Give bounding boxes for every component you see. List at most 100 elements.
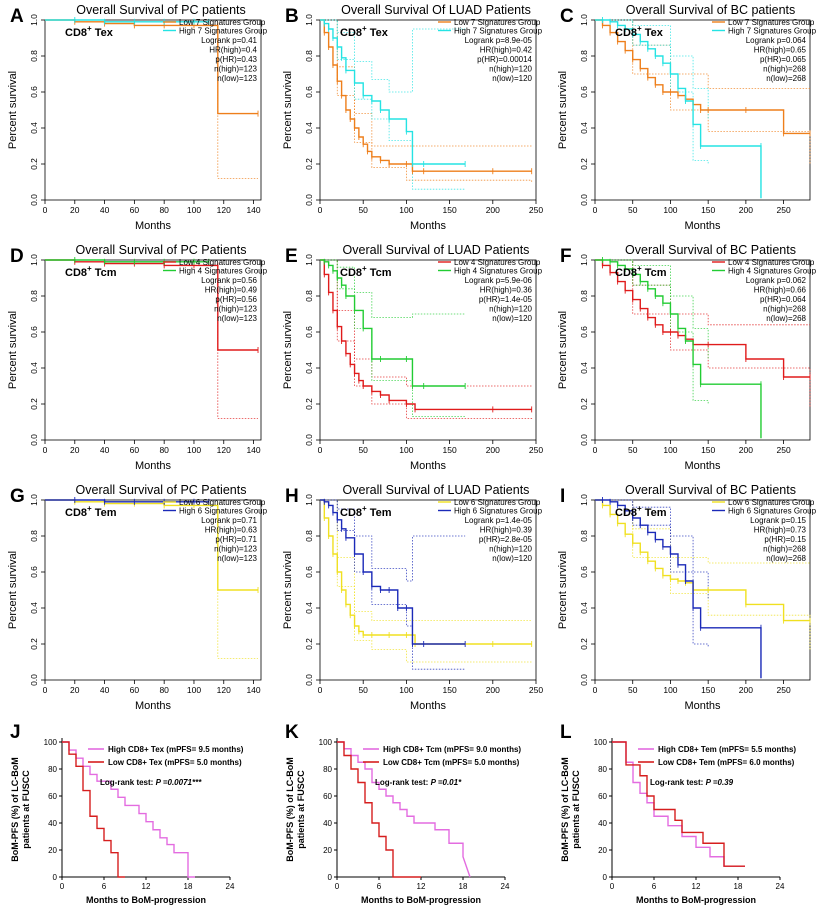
y-tick-label: 40: [48, 819, 57, 828]
stat-line: n(high)=120: [489, 545, 532, 554]
y-axis-label: Percent survival: [557, 311, 569, 389]
stat-line: HR(high)=0.36: [480, 286, 533, 295]
legend-entry: High 4 Signatures Group: [454, 267, 543, 276]
x-tick-label: 20: [70, 445, 80, 455]
x-tick-label: 0: [335, 882, 340, 891]
cell-suffix: Tex: [645, 27, 664, 39]
x-axis-label: Months: [684, 220, 721, 232]
panel-letter: A: [10, 6, 24, 27]
legend-entry: Low 7 Signatures Group: [728, 18, 815, 27]
x-tick-label: 250: [529, 445, 543, 455]
y-tick-label: 0.2: [579, 638, 589, 650]
chart-title: Overall Survival of PC Patients: [76, 243, 247, 257]
y-tick-label: 0.8: [304, 290, 314, 302]
x-tick-label: 0: [43, 205, 48, 215]
cell-label: CD8: [65, 507, 87, 519]
x-axis-label: Months: [684, 460, 721, 472]
x-tick-label: 150: [443, 685, 457, 695]
y-axis-label: Percent survival: [7, 311, 19, 389]
x-axis-label: Months: [135, 220, 172, 232]
stat-line: n(low)=268: [766, 554, 806, 563]
stat-line: n(low)=120: [492, 554, 532, 563]
stat-line: n(high)=123: [214, 545, 257, 554]
x-axis-label: Months: [135, 460, 172, 472]
stat-line: n(low)=123: [217, 314, 257, 323]
stat-line: p(HR)=0.71: [215, 535, 257, 544]
plot-frame: [594, 259, 811, 441]
confidence-band: [595, 259, 709, 404]
panel-b: Overall Survival Of LUAD Patients 0 50 100 1…: [275, 0, 550, 235]
legend-entry: High 4 Signatures Group: [179, 267, 268, 276]
y-tick-label: 0.2: [579, 158, 589, 170]
x-tick-label: 200: [739, 685, 753, 695]
y-tick-label: 0.4: [29, 122, 39, 134]
legend-entry: High 7 Signatures Group: [728, 27, 817, 36]
y-tick-label: 0.4: [304, 602, 314, 614]
panel-a: Overall Survival of PC patients 0 20 40 60 80…: [0, 0, 275, 235]
x-tick-label: 0: [60, 882, 65, 891]
chart-svg: Overall Survival of PC patients 0 20 40 60 80…: [7, 3, 268, 232]
y-axis-label-line1: BoM-PFS (%) of LC-BoM: [285, 757, 295, 861]
plot-frame: [594, 499, 811, 681]
survival-curve-high: [45, 19, 209, 23]
y-tick-label: 100: [319, 738, 333, 747]
survival-curve-high: [595, 499, 762, 679]
panel-letter: G: [10, 486, 25, 507]
y-tick-label: 0.0: [304, 434, 314, 446]
chart-title: Overall Survival of PC patients: [76, 3, 246, 17]
legend-entry: High 4 Signatures Group: [728, 267, 817, 276]
x-tick-label: 0: [318, 205, 323, 215]
stat-line: p(HR)=0.00014: [477, 55, 532, 64]
logrank-label: Log-rank test:: [100, 778, 156, 787]
y-tick-label: 100: [594, 738, 608, 747]
y-tick-label: 60: [323, 792, 332, 801]
logrank-p: P =0.01*: [431, 778, 463, 787]
x-tick-label: 0: [593, 685, 598, 695]
panel-h: Overall Survival of LUAD Patients 0 50 100 1…: [275, 480, 550, 715]
plot-frame: [319, 259, 537, 441]
chart-svg: Overall Survival of LUAD Patients 0 50 100 1…: [282, 483, 543, 712]
y-axis-label-line2: patients at FUSCC: [21, 770, 31, 849]
legend-entry: High 6 Signatures Group: [179, 507, 268, 516]
x-tick-label: 100: [187, 445, 201, 455]
y-tick-label: 80: [323, 765, 332, 774]
x-tick-label: 200: [486, 445, 500, 455]
stat-line: n(high)=268: [763, 545, 806, 554]
survival-curve-high: [45, 499, 209, 503]
x-tick-label: 50: [628, 205, 638, 215]
panel-letter: H: [285, 486, 299, 507]
x-tick-label: 250: [529, 205, 543, 215]
y-tick-label: 80: [48, 765, 57, 774]
stat-line: Logrank p=0.15: [750, 516, 806, 525]
plot-frame: [44, 19, 262, 201]
stat-line: HR(high)=0.66: [754, 286, 807, 295]
cell-sup: +: [87, 24, 92, 33]
cell-label: CD8: [615, 507, 637, 519]
cell-type-label: CD8+ Tex: [340, 24, 389, 39]
confidence-band: [320, 19, 466, 93]
cell-type-label: CD8+ Tem: [340, 504, 392, 519]
y-tick-label: 1.0: [29, 254, 39, 266]
x-tick-label: 0: [593, 205, 598, 215]
cell-label: CD8: [65, 267, 87, 279]
x-tick-label: 120: [217, 685, 231, 695]
y-tick-label: 0.0: [579, 674, 589, 686]
confidence-band: [320, 259, 466, 318]
legend-entry: Low 4 Signatures Group: [179, 258, 266, 267]
y-axis-label: Percent survival: [282, 551, 294, 629]
panel-letter: I: [560, 486, 566, 507]
y-tick-label: 40: [323, 819, 332, 828]
x-tick-label: 150: [443, 205, 457, 215]
cell-type-label: CD8+ Tcm: [340, 264, 392, 279]
y-tick-label: 0.8: [304, 530, 314, 542]
panel-g: Overall Survival of PC Patients 0 20 40 60 80…: [0, 480, 275, 715]
y-axis-label: Percent survival: [7, 551, 19, 629]
y-tick-label: 1.0: [29, 494, 39, 506]
y-tick-label: 0.6: [29, 86, 39, 98]
y-tick-label: 0.6: [304, 86, 314, 98]
y-axis-label-line2: patients at FUSCC: [571, 770, 581, 849]
x-tick-label: 100: [399, 445, 413, 455]
stat-line: HR(high)=0.39: [480, 526, 533, 535]
legend-entry: Low CD8+ Tem (mPFS= 6.0 months): [658, 758, 795, 767]
stat-line: p(HR)=2.8e-05: [479, 535, 533, 544]
